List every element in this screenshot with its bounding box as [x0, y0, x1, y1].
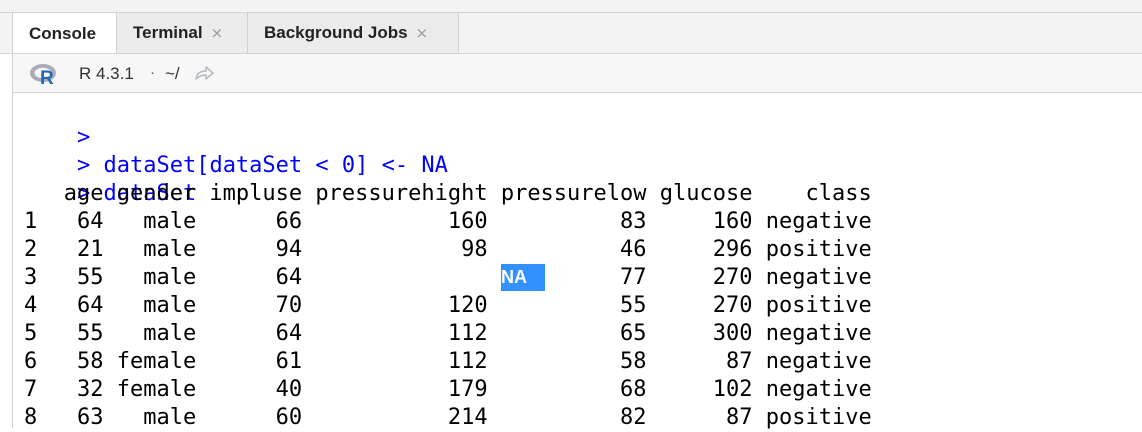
console-line: > dataSet[dataSet < 0] <- NA [24, 124, 448, 208]
console-command: dataSet[dataSet < 0] <- NA [103, 153, 448, 178]
text-selection-highlight [501, 264, 545, 291]
goto-directory-arrow-icon[interactable] [193, 64, 215, 82]
table-row: 7 32 female 40 179 68 102 negative [24, 377, 872, 402]
table-row: 3 55 male 64 77 270 negative [24, 265, 872, 290]
tab-terminal[interactable]: Terminal × [117, 13, 248, 53]
table-row: 5 55 male 64 112 65 300 negative [24, 321, 872, 346]
console-line: > [24, 96, 90, 180]
tab-background-jobs[interactable]: Background Jobs × [248, 13, 459, 53]
console-toolbar: R R 4.3.1 · ~/ [12, 54, 1142, 93]
close-icon[interactable]: × [210, 24, 224, 42]
console-line: > dataSet [24, 152, 196, 236]
close-icon[interactable]: × [415, 24, 429, 42]
table-header: age gender impluse pressurehight pressur… [24, 181, 872, 206]
tab-terminal-label: Terminal [133, 23, 203, 42]
tab-background-jobs-label: Background Jobs [264, 23, 408, 42]
r-version-label: R 4.3.1 [79, 64, 134, 83]
svg-text:R: R [40, 68, 54, 86]
console-prompt: > [76, 153, 91, 178]
table-row: 2 21 male 94 98 46 296 positive [24, 237, 872, 262]
pane-tab-bar: Console Terminal × Background Jobs × [0, 0, 1142, 54]
tab-console-label: Console [29, 23, 97, 43]
tab-bar-bottom-border [0, 53, 1142, 54]
r-logo-icon: R [30, 64, 56, 86]
console-output[interactable]: > > dataSet[dataSet < 0] <- NA > dataSet… [12, 93, 1142, 430]
separator-dot: · [150, 64, 155, 81]
console-prompt: > [76, 125, 91, 150]
tab-console[interactable]: Console [12, 13, 117, 54]
table-row: 8 63 male 60 214 82 87 positive [24, 405, 872, 430]
selected-na-value[interactable]: NA [501, 267, 527, 287]
console-command: dataSet [103, 181, 197, 206]
table-row: 6 58 female 61 112 58 87 negative [24, 349, 872, 374]
table-row: 1 64 male 66 160 83 160 negative [24, 209, 872, 234]
console-prompt: > [76, 181, 91, 206]
table-row: 4 64 male 70 120 55 270 positive [24, 293, 872, 318]
tab-bar-top-border [0, 12, 1142, 13]
working-directory-label: ~/ [165, 64, 180, 83]
